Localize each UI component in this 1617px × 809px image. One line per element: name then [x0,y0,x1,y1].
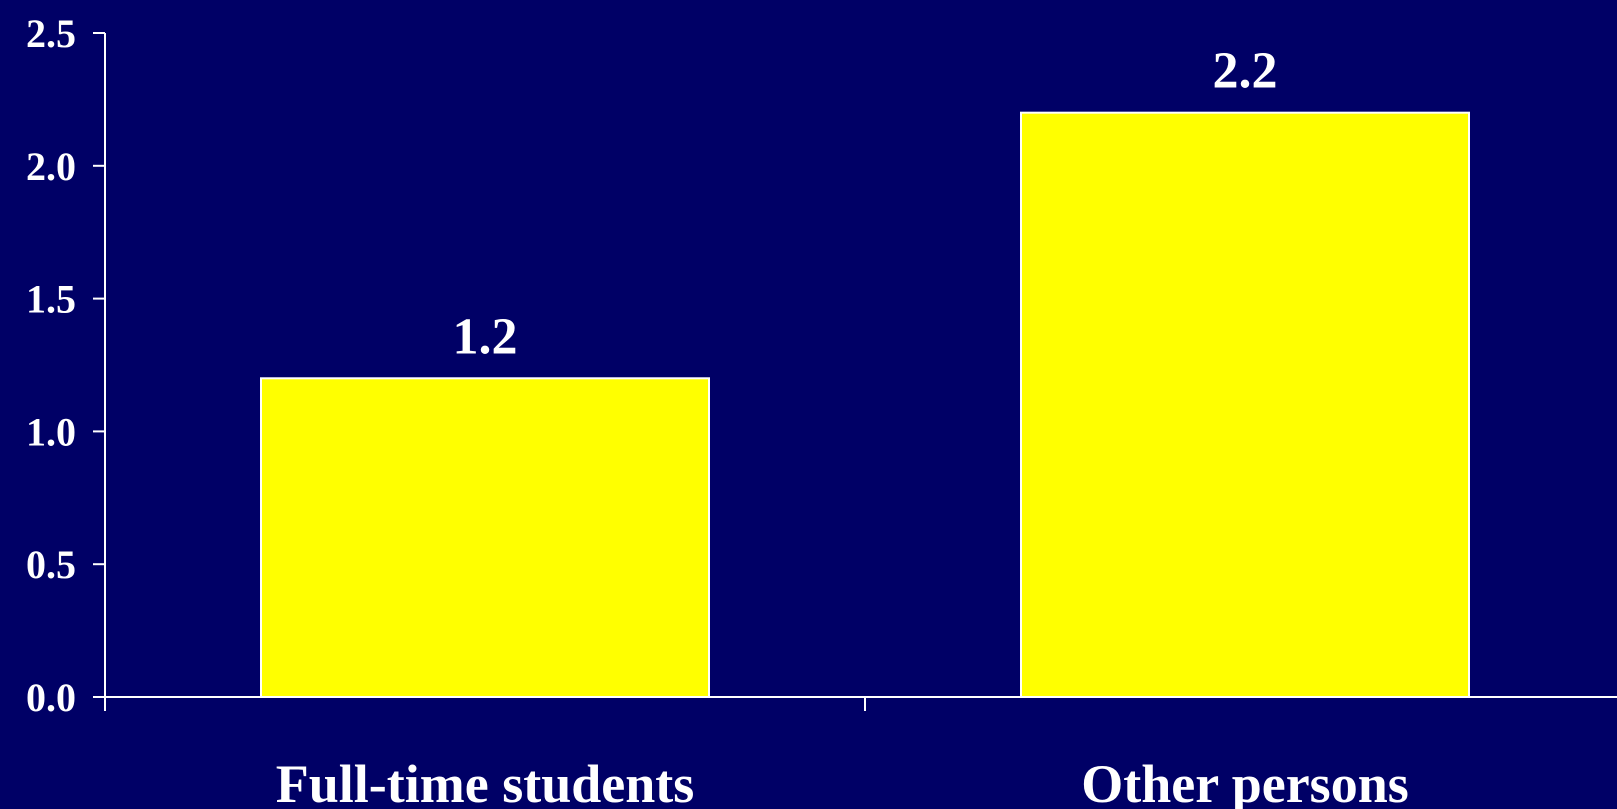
y-tick-label: 0.0 [26,675,76,720]
bar-other-persons [1020,111,1470,699]
y-tick-label: 1.0 [26,409,76,454]
y-tick-label: 0.5 [26,542,76,587]
y-tick-label: 2.0 [26,144,76,189]
labels-group: 1.2 Full-time students 2.2 Other persons 0.0… [26,11,1409,809]
bars-group [260,111,1470,699]
category-label: Full-time students [276,754,695,809]
y-tick-label: 1.5 [26,277,76,322]
axes-group [93,32,1617,711]
category-label: Other persons [1081,754,1409,809]
y-tick-label: 2.5 [26,11,76,56]
data-label: 1.2 [453,308,518,365]
data-label: 2.2 [1213,43,1278,100]
bar-full-time-students [260,377,710,698]
